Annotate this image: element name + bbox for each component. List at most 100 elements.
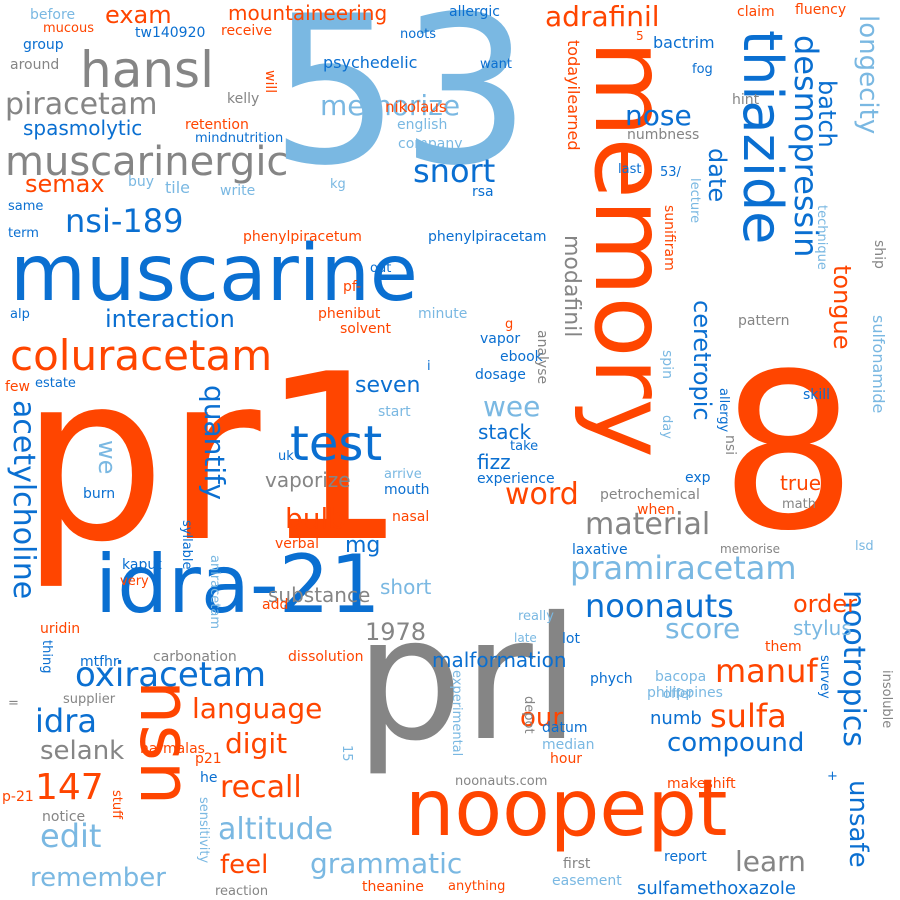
word: notice bbox=[42, 809, 86, 825]
word: noots bbox=[400, 27, 437, 42]
word: few bbox=[5, 379, 30, 395]
word: late bbox=[514, 631, 537, 645]
word: compound bbox=[667, 728, 805, 758]
word: phych bbox=[590, 671, 633, 687]
word: math bbox=[782, 497, 816, 512]
word: kaput bbox=[122, 557, 162, 573]
word: first bbox=[563, 856, 591, 872]
word: kelly bbox=[227, 91, 260, 107]
word: hour bbox=[550, 751, 583, 767]
word: 53 bbox=[270, 0, 531, 211]
word: nsi-189 bbox=[65, 202, 184, 240]
word: 8 bbox=[720, 327, 857, 578]
word: verbal bbox=[275, 536, 320, 552]
word: very bbox=[120, 574, 149, 589]
word: edit bbox=[40, 817, 102, 855]
word: theanine bbox=[362, 879, 424, 895]
word: easement bbox=[552, 873, 622, 889]
word: offer bbox=[663, 687, 694, 702]
word: mg bbox=[345, 533, 381, 558]
word: burn bbox=[83, 486, 116, 502]
word: 147 bbox=[35, 767, 104, 808]
word: remember bbox=[30, 863, 166, 893]
word: mtfhr bbox=[80, 654, 119, 670]
word: 5 bbox=[636, 29, 644, 43]
word: = bbox=[8, 696, 19, 711]
word: makeshift bbox=[667, 776, 736, 792]
word: stuff bbox=[109, 790, 124, 820]
word: mindnutrition bbox=[195, 131, 284, 146]
word: aniracetam bbox=[207, 555, 222, 630]
word: start bbox=[378, 404, 411, 420]
word: manuf bbox=[715, 652, 818, 690]
word: we bbox=[93, 440, 121, 475]
word: retention bbox=[185, 117, 249, 133]
word: ceretropic bbox=[688, 300, 716, 421]
word: psychedelic bbox=[323, 53, 418, 72]
word: claim bbox=[737, 4, 775, 20]
word: stack bbox=[478, 420, 532, 444]
word: sulfamethoxazole bbox=[637, 878, 796, 899]
word: add bbox=[262, 597, 289, 613]
word: score bbox=[665, 612, 741, 645]
word: supplier bbox=[63, 692, 116, 707]
word: spin bbox=[659, 350, 675, 379]
word: numb bbox=[650, 708, 702, 729]
word: modafinil bbox=[559, 235, 584, 338]
word: fluency bbox=[795, 2, 847, 18]
word: mouth bbox=[384, 482, 430, 498]
word: semax bbox=[25, 170, 105, 198]
word: malformation bbox=[432, 648, 567, 672]
word: p-21 bbox=[2, 789, 34, 805]
word: bulb bbox=[285, 502, 347, 535]
word: grammatic bbox=[310, 847, 463, 880]
word: english bbox=[397, 117, 448, 133]
word: carbonation bbox=[153, 649, 237, 665]
word: nasal bbox=[392, 509, 430, 525]
word: analyse bbox=[534, 330, 550, 385]
word: before bbox=[30, 7, 76, 23]
word: batch bbox=[813, 80, 841, 148]
word: want bbox=[480, 57, 512, 72]
word: phenylpiracetam bbox=[428, 229, 547, 245]
word: reaction bbox=[215, 884, 269, 899]
word: lecture bbox=[687, 178, 702, 224]
word: ship bbox=[871, 240, 887, 269]
word: harmalas bbox=[140, 741, 205, 757]
word: true bbox=[780, 471, 822, 495]
word: buy bbox=[128, 174, 155, 190]
word: seven bbox=[355, 373, 421, 398]
word: skill bbox=[803, 387, 831, 403]
word: he bbox=[200, 770, 218, 786]
word: + bbox=[827, 769, 838, 784]
word: wee bbox=[483, 390, 541, 423]
word: survey bbox=[817, 655, 832, 699]
word: memorise bbox=[720, 542, 781, 556]
word: fizz bbox=[477, 450, 511, 474]
word: insoluble bbox=[879, 670, 894, 729]
word: hint bbox=[732, 92, 760, 108]
word: datum bbox=[542, 720, 588, 736]
word: fog bbox=[692, 62, 713, 77]
word: muscarine bbox=[10, 229, 418, 319]
word: report bbox=[664, 849, 707, 865]
word: order bbox=[793, 590, 857, 618]
word: uk bbox=[278, 449, 294, 464]
word: word bbox=[505, 477, 579, 512]
word: vapor bbox=[480, 331, 521, 347]
word: mucous bbox=[43, 21, 95, 36]
word: sulfa bbox=[710, 697, 787, 735]
word: noopept bbox=[405, 764, 728, 854]
word: sulfonamide bbox=[869, 315, 888, 414]
word: group bbox=[23, 37, 64, 53]
word: experience bbox=[477, 471, 555, 487]
word: recall bbox=[220, 770, 302, 805]
word: snort bbox=[413, 152, 496, 190]
word: rsa bbox=[472, 184, 494, 200]
word: arrive bbox=[384, 467, 422, 482]
word: alp bbox=[10, 307, 30, 322]
word: phenylpiracetum bbox=[243, 229, 362, 245]
word: will bbox=[262, 70, 278, 94]
word: short bbox=[380, 575, 432, 599]
